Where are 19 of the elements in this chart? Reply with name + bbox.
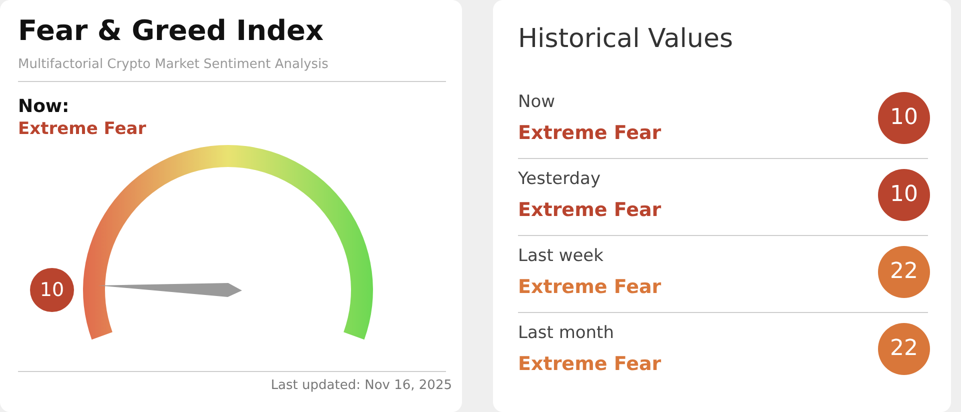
text: Fear & Greed Index	[18, 14, 324, 47]
data-label: 22	[878, 323, 930, 375]
text: Now	[518, 92, 556, 112]
data-label: 22	[878, 246, 930, 298]
text: Last updated: Nov 16, 2025	[270, 378, 452, 393]
data-label: 10	[878, 92, 930, 144]
text: Extreme Fear	[518, 199, 662, 221]
text: Historical Values	[518, 24, 733, 54]
text: Last month	[518, 323, 614, 343]
text: Now:	[18, 96, 70, 117]
text: Extreme Fear	[18, 119, 146, 139]
text: Extreme Fear	[518, 353, 662, 375]
data-label: 10	[40, 279, 64, 301]
text: Extreme Fear	[518, 276, 662, 298]
text: Multifactorial Crypto Market Sentiment Analysis	[18, 57, 328, 72]
text: Extreme Fear	[518, 122, 662, 144]
text: Yesterday	[518, 169, 601, 189]
data-label: 10	[878, 169, 930, 221]
text: Last week	[518, 246, 604, 266]
